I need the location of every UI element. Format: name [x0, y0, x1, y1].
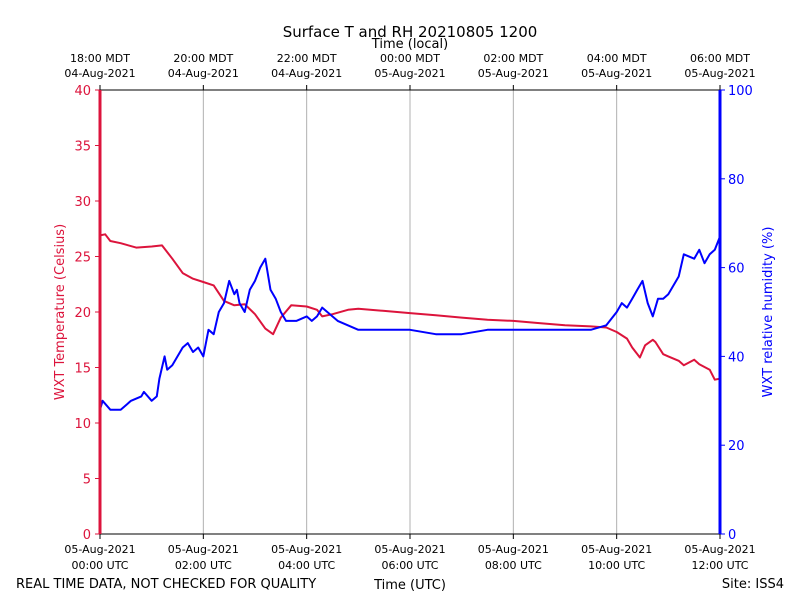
right-tick-label: 0	[728, 528, 736, 543]
top-tick-date: 04-Aug-2021	[271, 67, 342, 80]
bottom-tick-date: 05-Aug-2021	[684, 543, 755, 556]
bottom-tick-date: 05-Aug-2021	[374, 543, 445, 556]
top-tick-date: 04-Aug-2021	[168, 67, 239, 80]
left-tick-label: 40	[74, 84, 91, 99]
right-axis-label: WXT relative humidity (%)	[761, 227, 776, 398]
top-tick-time: 22:00 MDT	[277, 52, 337, 65]
top-tick-date: 04-Aug-2021	[64, 67, 135, 80]
footer-site: Site: ISS4	[722, 577, 784, 592]
top-tick-time: 20:00 MDT	[173, 52, 233, 65]
bottom-tick-time: 12:00 UTC	[691, 559, 748, 572]
left-tick-label: 10	[74, 417, 91, 432]
left-tick-label: 25	[74, 251, 91, 266]
bottom-tick-time: 02:00 UTC	[175, 559, 232, 572]
bottom-tick-date: 05-Aug-2021	[271, 543, 342, 556]
footer-quality-note: REAL TIME DATA, NOT CHECKED FOR QUALITY	[16, 577, 316, 592]
bottom-tick-date: 05-Aug-2021	[64, 543, 135, 556]
left-axis-label: WXT Temperature (Celsius)	[53, 224, 68, 400]
right-tick-label: 20	[728, 439, 745, 454]
top-tick-time: 06:00 MDT	[690, 52, 750, 65]
bottom-tick-time: 00:00 UTC	[71, 559, 128, 572]
top-tick-date: 05-Aug-2021	[478, 67, 549, 80]
top-tick-time: 02:00 MDT	[483, 52, 543, 65]
chart-title: Surface T and RH 20210805 1200	[283, 23, 538, 41]
top-tick-time: 18:00 MDT	[70, 52, 130, 65]
series-line-temperature	[99, 233, 721, 381]
left-tick-label: 5	[83, 473, 91, 488]
right-tick-label: 60	[728, 262, 745, 277]
bottom-tick-time: 06:00 UTC	[381, 559, 438, 572]
top-axis-label: Time (local)	[371, 37, 448, 52]
series-line-humidity	[99, 236, 721, 411]
bottom-tick-date: 05-Aug-2021	[168, 543, 239, 556]
bottom-tick-time: 08:00 UTC	[485, 559, 542, 572]
x-axis-label: Time (UTC)	[373, 578, 446, 593]
ticks: 0 5 10 15 20 25 30 35 40 0 20 40 60 80 100 05-Aug-2021 0…	[64, 52, 755, 572]
grid	[99, 90, 721, 534]
left-tick-label: 35	[74, 140, 91, 155]
series-layer	[99, 233, 721, 411]
left-tick-label: 15	[74, 362, 91, 377]
bottom-tick-time: 10:00 UTC	[588, 559, 645, 572]
left-tick-label: 0	[83, 528, 91, 543]
left-tick-label: 30	[74, 195, 91, 210]
bottom-tick-time: 04:00 UTC	[278, 559, 335, 572]
bottom-tick-date: 05-Aug-2021	[478, 543, 549, 556]
top-tick-time: 04:00 MDT	[587, 52, 647, 65]
right-tick-label: 40	[728, 350, 745, 365]
right-tick-label: 80	[728, 173, 745, 188]
right-tick-label: 100	[728, 84, 753, 99]
top-tick-date: 05-Aug-2021	[374, 67, 445, 80]
bottom-tick-date: 05-Aug-2021	[581, 543, 652, 556]
left-tick-label: 20	[74, 306, 91, 321]
top-tick-time: 00:00 MDT	[380, 52, 440, 65]
top-tick-date: 05-Aug-2021	[581, 67, 652, 80]
top-tick-date: 05-Aug-2021	[684, 67, 755, 80]
